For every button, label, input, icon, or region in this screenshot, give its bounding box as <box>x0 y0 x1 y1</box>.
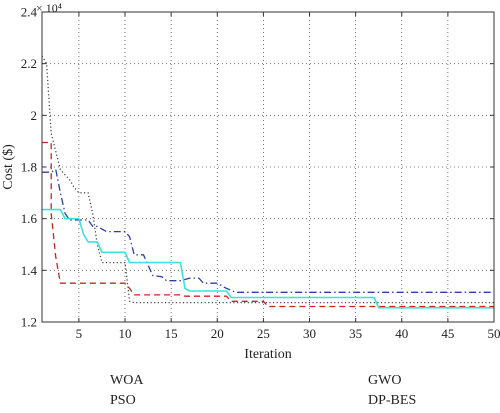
legend-label-dp-bes: DP-BES <box>368 393 417 408</box>
y-tick-label: 2.4 <box>21 5 38 20</box>
x-tick-label: 35 <box>349 326 362 341</box>
y-tick-label: 1.4 <box>21 263 38 278</box>
y-axis-label: Cost ($) <box>1 144 16 190</box>
x-tick-label: 15 <box>165 326 178 341</box>
x-tick-label: 25 <box>257 326 270 341</box>
x-axis-label: Iteration <box>244 347 291 362</box>
legend-item-gwo: GWO <box>276 372 401 390</box>
series-layer <box>41 55 494 309</box>
x-tick-label: 40 <box>395 326 408 341</box>
legend-label-woa: WOA <box>110 373 144 388</box>
cost-iteration-chart: 5 10 15 20 25 30 35 40 45 50 1.2 1.4 1.6 1.8 2 2.2 2.4 ×… <box>1 1 500 362</box>
legend-label-pso: PSO <box>110 393 136 408</box>
x-tick-label: 30 <box>303 326 316 341</box>
y-tick-label: 2 <box>31 108 38 123</box>
y-axis-exponent-label: × 10⁴ <box>36 1 62 15</box>
x-tick-label: 50 <box>488 326 500 341</box>
x-tick-label: 20 <box>211 326 224 341</box>
axes-layer: 5 10 15 20 25 30 35 40 45 50 1.2 1.4 1.6 1.8 2 2.2 2.4 <box>21 5 500 342</box>
legend-item-pso: PSO <box>18 392 136 410</box>
series-line-dp-bes <box>42 208 494 309</box>
series-line-pso <box>42 141 494 308</box>
y-tick-label: 1.2 <box>21 315 37 330</box>
legend-item-woa: WOA <box>18 372 143 390</box>
legend: WOA PSO GWO DP-BES <box>0 370 500 413</box>
legend-item-dp-bes: DP-BES <box>276 392 416 410</box>
x-tick-label: 5 <box>76 326 83 341</box>
y-tick-label: 1.6 <box>21 211 38 226</box>
legend-label-gwo: GWO <box>368 373 402 388</box>
x-tick-label: 10 <box>119 326 132 341</box>
y-tick-label: 2.2 <box>21 56 37 71</box>
x-tick-label: 45 <box>441 326 454 341</box>
y-tick-label: 1.8 <box>21 160 37 175</box>
